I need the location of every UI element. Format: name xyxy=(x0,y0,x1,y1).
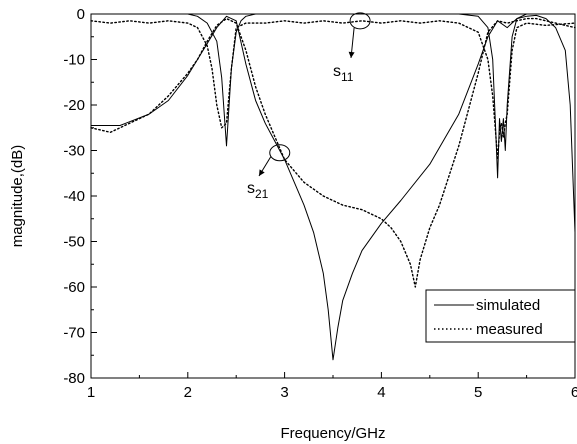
x-axis-label: Frequency/GHz xyxy=(280,425,385,442)
legend: simulated measured xyxy=(425,289,576,343)
x-tick-label: 1 xyxy=(87,384,95,401)
simulated-s11-line xyxy=(91,13,575,179)
x-tick-label: 4 xyxy=(377,384,385,401)
s21-label-subscript: 21 xyxy=(255,187,269,201)
y-tick-label: -50 xyxy=(63,234,85,251)
y-tick-label: -40 xyxy=(63,188,85,205)
x-tick-label: 3 xyxy=(280,384,288,401)
s11-marker-ellipse xyxy=(349,12,371,30)
s11-arrow-head xyxy=(348,51,355,58)
axes-group: 1 2 3 4 5 6 0 -10 -20 -30 -40 -50 -60 -70 -80 xyxy=(63,6,577,401)
s21-label-base: s xyxy=(247,180,255,197)
y-tick-label: -10 xyxy=(63,52,85,69)
y-tick-label: -20 xyxy=(63,97,85,114)
x-tick-label: 6 xyxy=(571,384,577,401)
y-axis-label: magnitude,(dB) xyxy=(9,145,26,248)
simulated-s21-line xyxy=(91,14,576,361)
s21-arrow-head xyxy=(259,169,265,176)
y-tick-label: -60 xyxy=(63,279,85,296)
measured-s21-line xyxy=(90,17,576,288)
y-tick-label: 0 xyxy=(77,6,85,23)
x-tick-label: 2 xyxy=(184,384,192,401)
s21-marker-ellipse xyxy=(269,144,291,162)
s11-label: s11 xyxy=(333,63,354,84)
measured-s11-line xyxy=(90,20,576,161)
y-tick-label: -80 xyxy=(63,370,85,387)
y-tick-label: -30 xyxy=(63,143,85,160)
s11-label-subscript: 11 xyxy=(341,70,354,84)
legend-label-measured: measured xyxy=(476,321,543,338)
legend-box xyxy=(425,289,576,343)
y-tick-label: -70 xyxy=(63,325,85,342)
x-tick-label: 5 xyxy=(474,384,482,401)
legend-label-simulated: simulated xyxy=(476,297,540,314)
s11-label-base: s xyxy=(333,63,341,80)
s21-label: s21 xyxy=(247,180,269,201)
